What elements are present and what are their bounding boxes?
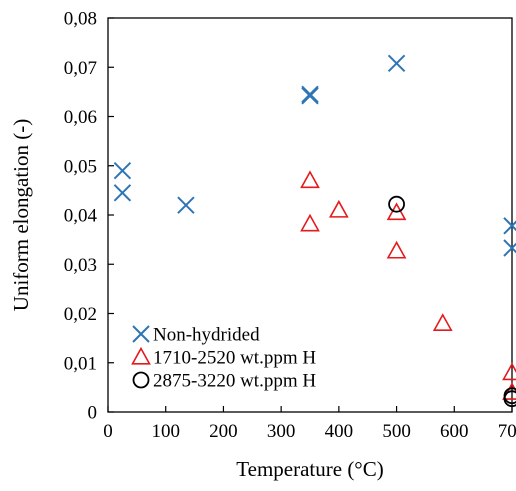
data-point (386, 240, 407, 259)
ticks: 0 100 200 300 400 500 600 700 0 0,01 0,02 0,03 0,04 0… (64, 9, 516, 443)
x-tick-label: 100 (151, 421, 180, 442)
x-tick-label: 600 (440, 421, 469, 442)
x-tick-label: 700 (498, 421, 516, 442)
y-tick-label: 0,04 (64, 206, 98, 227)
legend-marker (131, 346, 151, 365)
x-tick-label: 200 (209, 421, 238, 442)
x-tick-label: 300 (267, 421, 296, 442)
legend-marker (132, 371, 150, 389)
data-point (503, 239, 516, 257)
data-point (386, 202, 407, 221)
data-point (113, 184, 132, 202)
y-tick-label: 0,06 (64, 107, 97, 128)
data-point (502, 362, 516, 381)
y-tick-label: 0 (88, 403, 98, 424)
y-axis-title: Uniform elongation (-) (9, 119, 33, 311)
y-tick-label: 0,05 (64, 156, 97, 177)
data-point (301, 85, 319, 104)
legend-label: Non-hydrided (153, 325, 260, 346)
x-tick-label: 0 (103, 421, 113, 442)
x-axis-title: Temperature (°C) (236, 457, 383, 481)
y-tick-label: 0,02 (64, 304, 97, 325)
data-point (432, 313, 453, 331)
x-tick-label: 400 (325, 421, 354, 442)
data-point (387, 54, 406, 73)
legend-label: 2875-3220 wt.ppm H (153, 371, 316, 392)
data-point (300, 170, 320, 189)
legend-marker (132, 325, 150, 343)
data-point (177, 196, 195, 214)
y-tick-label: 0,03 (64, 255, 97, 276)
y-tick-label: 0,01 (64, 353, 97, 374)
y-tick-label: 0,07 (64, 58, 97, 79)
y-tick-label: 0,08 (64, 9, 97, 30)
data-point (502, 382, 516, 400)
data-point (388, 195, 405, 213)
data-point (300, 213, 320, 232)
data-point (503, 390, 516, 408)
legend-label: 1710-2520 wt.ppm H (153, 348, 316, 369)
data-point (113, 161, 132, 180)
data-point (301, 87, 319, 105)
x-tick-label: 500 (382, 421, 411, 442)
data-marks (113, 54, 516, 408)
data-point (503, 217, 516, 235)
data-point (328, 199, 349, 218)
